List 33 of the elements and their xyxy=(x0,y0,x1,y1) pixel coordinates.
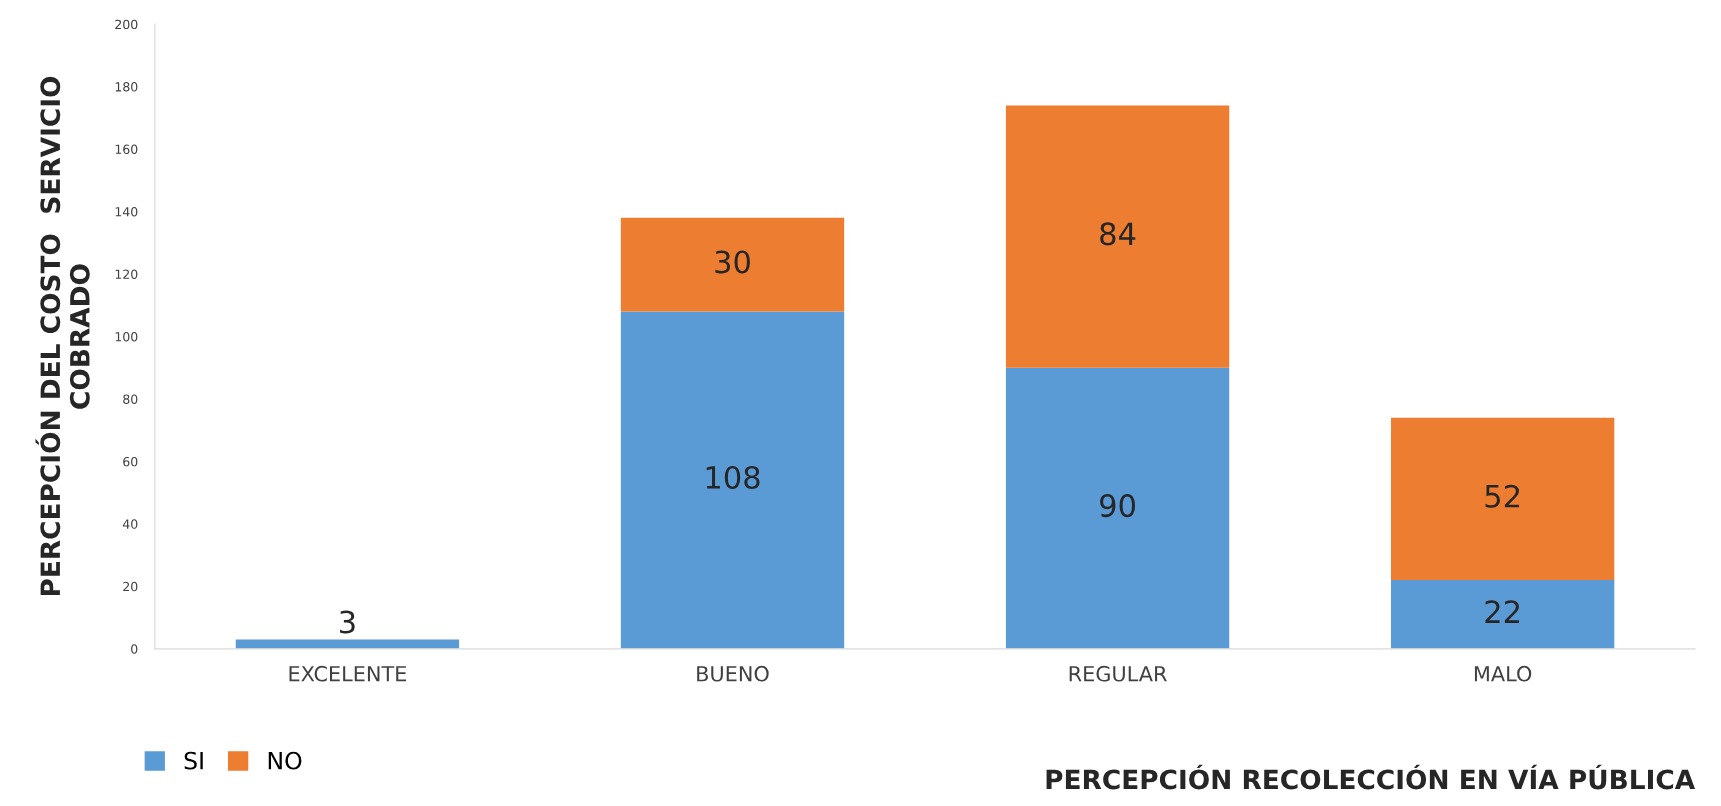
y-tick-label: 120 xyxy=(115,269,138,279)
legend-label: SI xyxy=(184,751,203,770)
x-tick-label: REGULAR xyxy=(1069,665,1167,682)
data-label: 30 xyxy=(715,250,750,274)
bar xyxy=(1005,105,1230,368)
data-label: 52 xyxy=(1485,484,1520,508)
data-label: 3 xyxy=(340,610,355,634)
legend-label: NO xyxy=(268,751,302,770)
x-tick-label: EXCELENTE xyxy=(289,665,407,682)
y-tick-label: 60 xyxy=(123,456,138,467)
y-tick-label: 20 xyxy=(123,581,138,592)
y-tick-label: 40 xyxy=(122,519,138,529)
bar xyxy=(1005,367,1230,649)
y-tick-label: 200 xyxy=(115,19,138,30)
x-tick-label: MALO xyxy=(1474,665,1532,682)
y-tick-label: 160 xyxy=(115,144,138,155)
data-label: 84 xyxy=(1100,222,1136,246)
bar xyxy=(620,217,845,312)
data-label: 22 xyxy=(1485,600,1520,623)
y-tick-label: 180 xyxy=(115,82,138,92)
x-tick-label: BUENO xyxy=(697,665,769,682)
bar xyxy=(235,639,460,649)
y-tick-label: 140 xyxy=(115,207,138,217)
y-axis-title: PERCEPCIÓN DEL COSTO SERVICIO COBRADO xyxy=(35,76,90,596)
bar xyxy=(620,311,845,649)
data-label: 90 xyxy=(1100,494,1135,518)
y-tick-label: 80 xyxy=(123,394,138,404)
data-label: 108 xyxy=(706,465,760,490)
bar xyxy=(1390,580,1615,649)
bar xyxy=(1390,417,1615,581)
y-tick-label: 0 xyxy=(131,644,138,654)
y-tick-label: 100 xyxy=(115,331,138,342)
x-axis-title: PERCEPCIÓN RECOLECCIÓN EN VÍA PÚBLICA xyxy=(1046,764,1696,790)
